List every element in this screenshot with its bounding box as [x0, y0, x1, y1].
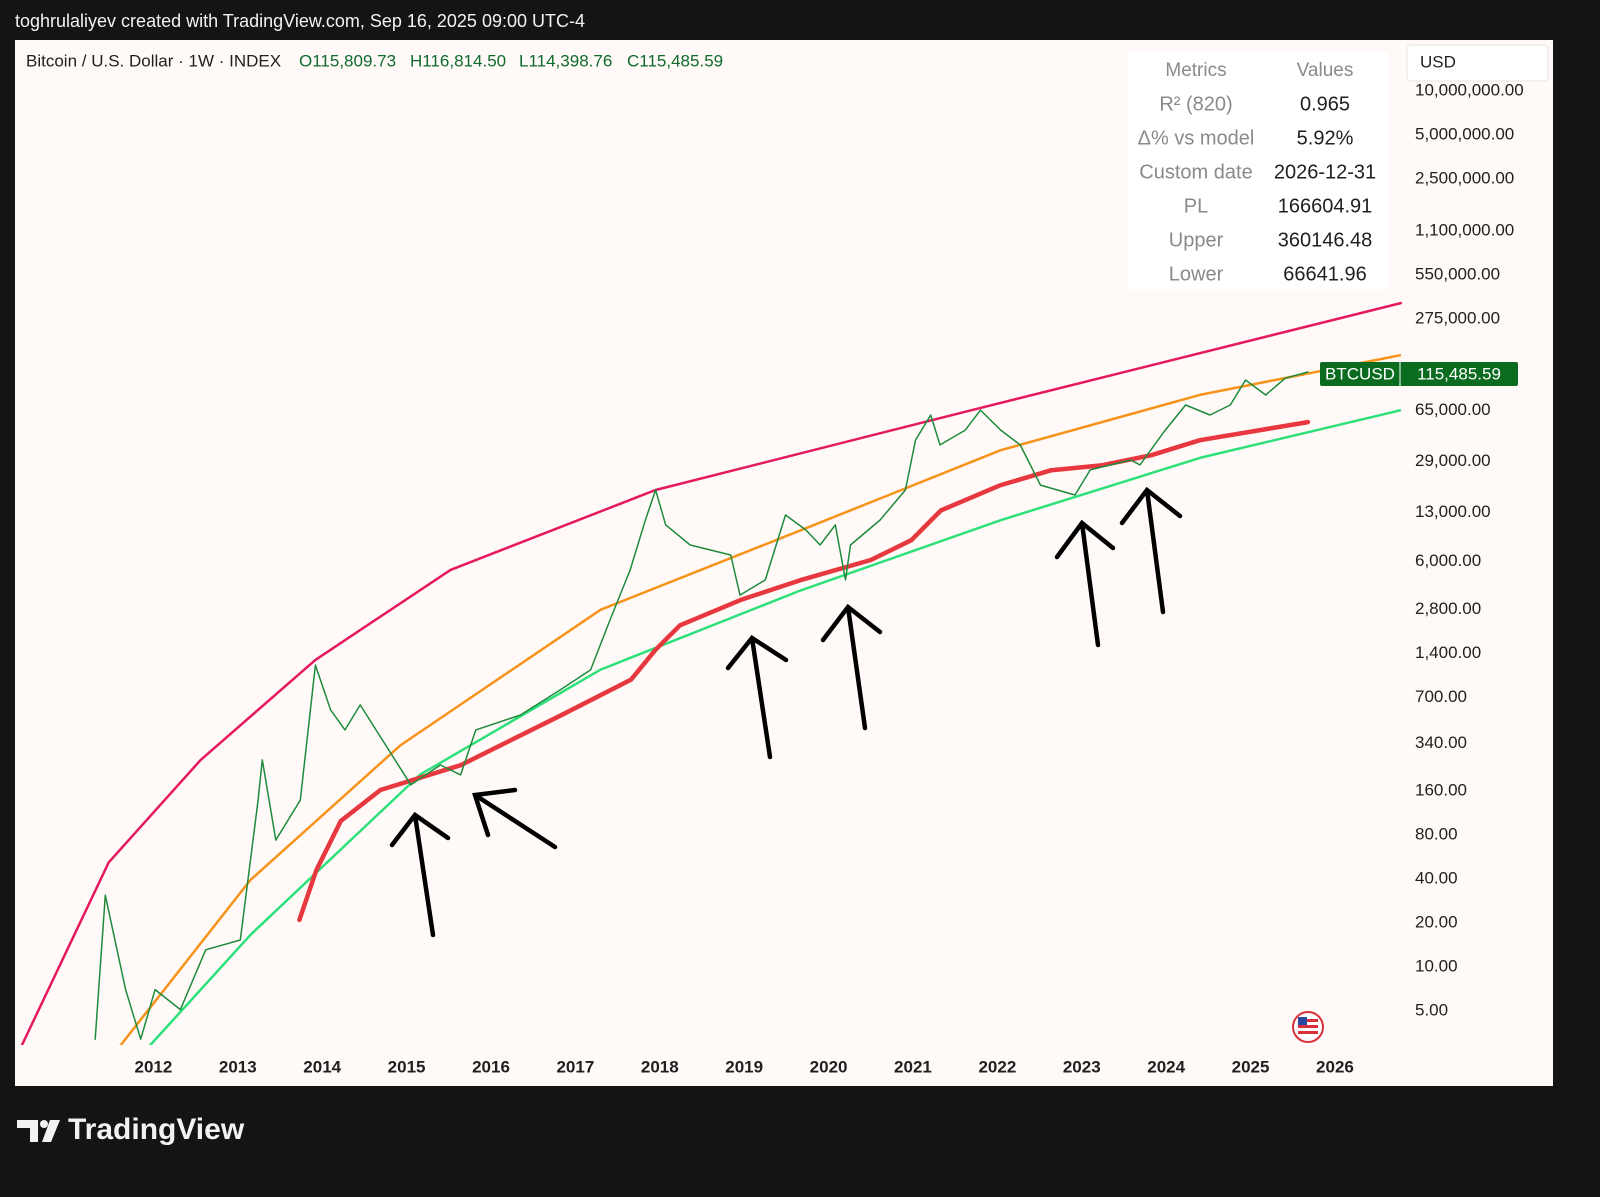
- metric-value: 5.92%: [1297, 127, 1354, 149]
- metrics-table-bg: [1128, 52, 1388, 290]
- y-tick-label: 550,000.00: [1415, 264, 1500, 283]
- plot-area: [20, 301, 1403, 1045]
- y-tick-label: 20.00: [1415, 913, 1458, 932]
- last-price-value: 115,485.59: [1417, 364, 1501, 383]
- arrow: [389, 811, 451, 938]
- x-tick-label: 2013: [219, 1057, 257, 1076]
- ohlc-value: L114,398.76: [519, 51, 612, 70]
- y-tick-label: 5,000,000.00: [1415, 125, 1514, 144]
- metric-value: 2026-12-31: [1274, 161, 1376, 183]
- arrow: [1054, 519, 1116, 648]
- chart-title: Bitcoin / U.S. Dollar · 1W · INDEX: [26, 51, 281, 70]
- last-price-symbol: BTCUSD: [1325, 364, 1395, 383]
- x-tick-label: 2019: [725, 1057, 763, 1076]
- y-tick-label: 1,100,000.00: [1415, 221, 1514, 240]
- ohlc-value: H116,814.50: [410, 51, 506, 70]
- x-tick-label: 2012: [134, 1057, 172, 1076]
- y-tick-label: 10.00: [1415, 956, 1458, 975]
- arrow: [472, 787, 558, 850]
- y-tick-label: 2,500,000.00: [1415, 168, 1514, 187]
- table-header: Values: [1297, 60, 1354, 81]
- y-tick-label: 6,000.00: [1415, 551, 1481, 570]
- y-tick-label: 65,000.00: [1415, 400, 1491, 419]
- arrow: [725, 635, 789, 760]
- x-tick-label: 2021: [894, 1057, 932, 1076]
- metric-name: R² (820): [1159, 93, 1232, 115]
- x-tick-label: 2016: [472, 1057, 510, 1076]
- series-line: [297, 419, 1311, 923]
- metric-name: Upper: [1169, 229, 1224, 251]
- currency-button[interactable]: [1406, 44, 1549, 82]
- table-header: Metrics: [1165, 60, 1226, 81]
- y-tick-label: 29,000.00: [1415, 451, 1491, 470]
- metric-value: 66641.96: [1283, 263, 1366, 285]
- y-tick-label: 340.00: [1415, 733, 1467, 752]
- series-line: [148, 409, 1402, 1045]
- metric-value: 0.965: [1300, 93, 1350, 115]
- brand-logo: [17, 1120, 60, 1142]
- y-tick-label: 13,000.00: [1415, 502, 1491, 521]
- metric-name: Δ% vs model: [1138, 127, 1255, 149]
- y-tick-label: 5.00: [1415, 1000, 1448, 1019]
- x-tick-label: 2024: [1147, 1057, 1185, 1076]
- y-tick-label: 160.00: [1415, 781, 1467, 800]
- x-tick-label: 2026: [1316, 1057, 1354, 1076]
- y-tick-label: 10,000,000.00: [1415, 81, 1524, 100]
- x-tick-label: 2018: [641, 1057, 679, 1076]
- metric-name: Custom date: [1139, 161, 1252, 183]
- y-tick-label: 40.00: [1415, 869, 1458, 888]
- brand-name: TradingView: [68, 1113, 245, 1146]
- x-tick-label: 2020: [810, 1057, 848, 1076]
- price-axis: 5.00 10.00 20.00 40.00 80.00 160.00 340.00 700.…: [134, 81, 1523, 1077]
- series-line: [119, 354, 1402, 1045]
- metric-value: 166604.91: [1278, 195, 1373, 217]
- ohlc-values: O115,809.73 H116,814.50 L114,398.76 C115,48…: [299, 51, 723, 70]
- metric-name: Lower: [1169, 263, 1224, 285]
- attribution: toghrulaliyev created with TradingView.c…: [15, 11, 585, 31]
- x-tick-label: 2017: [556, 1057, 594, 1076]
- last-price-tag: [1320, 361, 1518, 386]
- y-tick-label: 700.00: [1415, 687, 1467, 706]
- x-tick-label: 2014: [303, 1057, 341, 1076]
- y-tick-label: 1,400.00: [1415, 643, 1481, 662]
- ohlc-value: C115,485.59: [627, 51, 723, 70]
- ohlc-value: O115,809.73: [299, 51, 396, 70]
- x-tick-label: 2022: [978, 1057, 1016, 1076]
- y-tick-label: 2,800.00: [1415, 599, 1481, 618]
- x-tick-label: 2015: [388, 1057, 426, 1076]
- annotation-arrows: [389, 486, 1183, 938]
- arrow: [1119, 486, 1183, 615]
- region-flag-icon: [1292, 1011, 1324, 1043]
- metric-value: 360146.48: [1278, 229, 1373, 251]
- currency-label[interactable]: USD: [1420, 52, 1456, 71]
- x-tick-label: 2023: [1063, 1057, 1101, 1076]
- arrow: [820, 603, 883, 731]
- y-tick-label: 275,000.00: [1415, 308, 1500, 327]
- series-line: [94, 371, 1309, 1040]
- x-tick-label: 2025: [1232, 1057, 1270, 1076]
- y-tick-label: 80.00: [1415, 825, 1458, 844]
- metric-name: PL: [1184, 195, 1208, 217]
- metrics-table: Metrics Values R² (820) 0.965 Δ% vs model 5.9…: [1138, 60, 1377, 285]
